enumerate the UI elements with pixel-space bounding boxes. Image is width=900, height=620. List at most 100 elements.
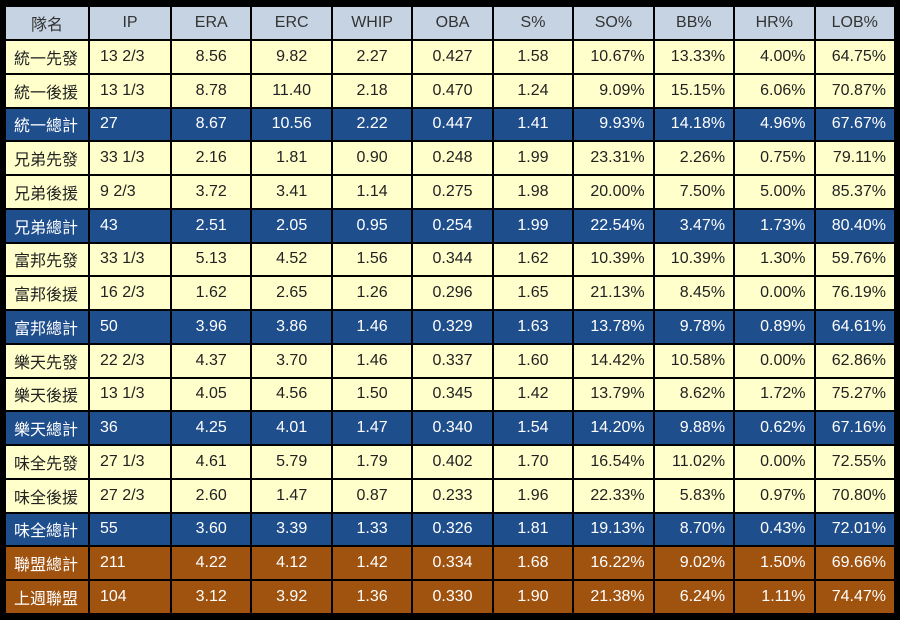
stat-cell: 69.66% [815,547,894,579]
stat-cell: 67.16% [815,412,894,444]
stat-cell: 0.254 [413,209,492,242]
stat-cell: 10.58% [654,344,734,377]
stat-cell: 2.27 [332,41,412,73]
stat-cell: 3.41 [252,176,331,208]
ip-cell: 27 [90,108,170,141]
stat-cell: 0.275 [413,176,492,208]
stat-cell: 0.340 [413,412,492,444]
stat-cell: 22.33% [574,479,653,512]
stat-cell: 1.42 [493,378,573,411]
stat-cell: 1.47 [252,479,331,512]
stat-cell: 0.330 [413,581,492,613]
stat-cell: 14.42% [574,344,653,377]
stat-cell: 3.70 [252,344,331,377]
stat-cell: 85.37% [815,176,894,208]
stat-cell: 5.13 [172,243,251,276]
column-header: BB% [654,7,734,39]
stat-cell: 1.81 [493,513,573,546]
column-header: 隊名 [6,7,88,39]
stat-cell: 2.05 [252,209,331,242]
ip-cell: 22 2/3 [90,344,170,377]
column-header: S% [493,7,573,39]
ip-cell: 50 [90,311,170,343]
stat-cell: 13.33% [654,41,734,73]
stat-cell: 21.38% [574,581,653,613]
column-header: WHIP [332,7,412,39]
team-name-cell: 樂天先發 [6,344,88,377]
league-total-row: 上週聯盟 104 3.12 3.92 1.36 0.330 1.90 21.38% 6.24% 1… [6,581,894,613]
stat-cell: 2.60 [172,479,251,512]
stat-cell: 72.55% [815,446,894,478]
stat-cell: 3.39 [252,513,331,546]
stat-cell: 64.75% [815,41,894,73]
team-name-cell: 味全總計 [6,513,88,546]
stat-cell: 70.87% [815,74,894,107]
team-name-cell: 兄弟後援 [6,176,88,208]
stat-cell: 9.02% [654,547,734,579]
team-total-row: 樂天總計 36 4.25 4.01 1.47 0.340 1.54 14.20% 9.88% 0.… [6,412,894,444]
stat-cell: 0.345 [413,378,492,411]
stat-cell: 10.67% [574,41,653,73]
stat-cell: 4.00% [735,41,814,73]
stat-cell: 3.96 [172,311,251,343]
table-row: 統一後援 13 1/3 8.78 11.40 2.18 0.470 1.24 9.09% 15.… [6,74,894,107]
stat-cell: 1.33 [332,513,412,546]
stat-cell: 1.36 [332,581,412,613]
stat-cell: 2.22 [332,108,412,141]
stat-cell: 0.296 [413,277,492,309]
stat-cell: 8.45% [654,277,734,309]
stat-cell: 64.61% [815,311,894,343]
stat-cell: 1.42 [332,547,412,579]
stat-cell: 1.54 [493,412,573,444]
stat-cell: 3.72 [172,176,251,208]
ip-cell: 104 [90,581,170,613]
team-name-cell: 富邦先發 [6,243,88,276]
stat-cell: 4.96% [735,108,814,141]
stat-cell: 4.12 [252,547,331,579]
stat-cell: 1.79 [332,446,412,478]
stat-cell: 8.78 [172,74,251,107]
ip-cell: 27 2/3 [90,479,170,512]
stat-cell: 4.05 [172,378,251,411]
stat-cell: 0.402 [413,446,492,478]
stat-cell: 1.46 [332,344,412,377]
stat-cell: 0.95 [332,209,412,242]
stat-cell: 9.88% [654,412,734,444]
stat-cell: 0.00% [735,446,814,478]
stat-cell: 74.47% [815,581,894,613]
table-row: 兄弟先發 33 1/3 2.16 1.81 0.90 0.248 1.99 23.31% 2.2… [6,142,894,174]
team-name-cell: 統一總計 [6,108,88,141]
stat-cell: 8.67 [172,108,251,141]
stat-cell: 8.56 [172,41,251,73]
stat-cell: 0.89% [735,311,814,343]
stat-cell: 80.40% [815,209,894,242]
stat-cell: 2.18 [332,74,412,107]
stat-cell: 0.447 [413,108,492,141]
team-name-cell: 兄弟先發 [6,142,88,174]
table-body: 統一先發 13 2/3 8.56 9.82 2.27 0.427 1.58 10.67% 13.… [6,41,894,613]
ip-cell: 33 1/3 [90,142,170,174]
ip-cell: 43 [90,209,170,242]
table-row: 富邦後援 16 2/3 1.62 2.65 1.26 0.296 1.65 21.13% 8.4… [6,277,894,309]
stat-cell: 23.31% [574,142,653,174]
stat-cell: 1.46 [332,311,412,343]
stat-cell: 15.15% [654,74,734,107]
ip-cell: 36 [90,412,170,444]
stat-cell: 1.90 [493,581,573,613]
column-header: HR% [735,7,814,39]
table-row: 富邦先發 33 1/3 5.13 4.52 1.56 0.344 1.62 10.39% 10.… [6,243,894,276]
stat-cell: 0.326 [413,513,492,546]
stat-cell: 1.96 [493,479,573,512]
stat-cell: 11.40 [252,74,331,107]
stat-cell: 1.11% [735,581,814,613]
ip-cell: 55 [90,513,170,546]
stat-cell: 16.54% [574,446,653,478]
stat-cell: 0.90 [332,142,412,174]
stat-cell: 2.26% [654,142,734,174]
stat-cell: 70.80% [815,479,894,512]
stat-cell: 0.344 [413,243,492,276]
stat-cell: 1.65 [493,277,573,309]
stat-cell: 1.56 [332,243,412,276]
stat-cell: 0.233 [413,479,492,512]
ip-cell: 211 [90,547,170,579]
